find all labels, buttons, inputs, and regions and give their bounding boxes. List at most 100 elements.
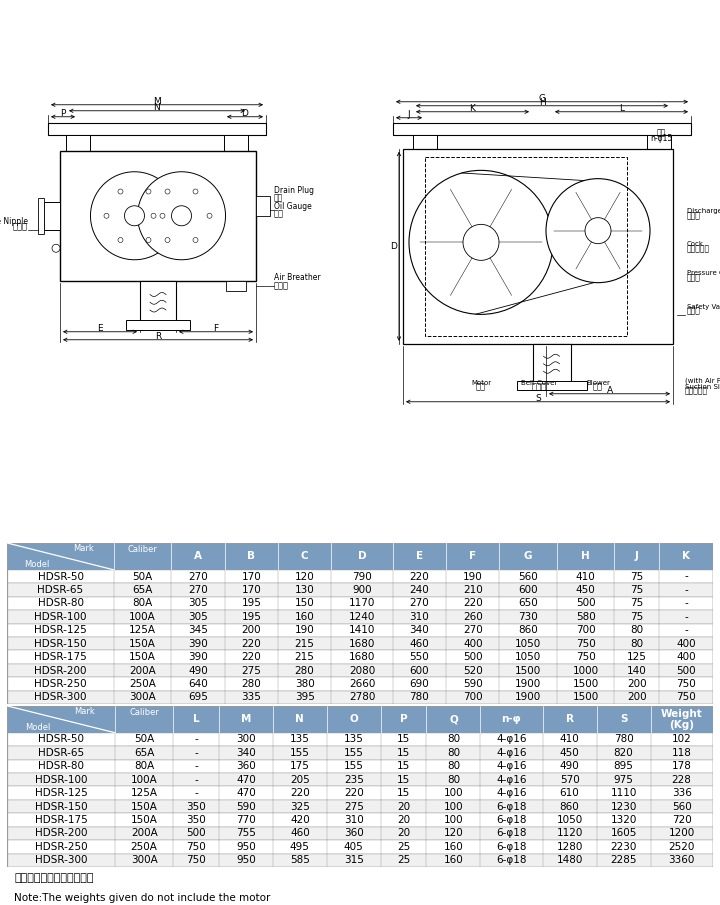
Circle shape	[193, 237, 198, 243]
Text: 100A: 100A	[131, 775, 158, 785]
Text: 650: 650	[518, 598, 538, 608]
Text: 215: 215	[294, 653, 315, 662]
Text: n-φ15: n-φ15	[650, 134, 672, 143]
Text: P: P	[400, 714, 408, 724]
Text: HDSR-175: HDSR-175	[35, 815, 88, 825]
Text: 600: 600	[518, 585, 538, 595]
Text: 150A: 150A	[131, 815, 158, 825]
Text: (with Air Filter): (with Air Filter)	[685, 377, 720, 384]
Text: 730: 730	[518, 612, 538, 622]
Text: 1230: 1230	[611, 802, 636, 812]
Text: 155: 155	[344, 761, 364, 771]
Text: Oil Gauge: Oil Gauge	[274, 202, 312, 211]
Text: 420: 420	[290, 815, 310, 825]
Text: 780: 780	[613, 735, 634, 745]
Text: 排气体: 排气体	[274, 281, 289, 291]
Text: 压力表开关: 压力表开关	[687, 244, 710, 253]
Text: 590: 590	[236, 802, 256, 812]
Text: 300A: 300A	[131, 855, 158, 865]
Text: 1050: 1050	[557, 815, 582, 825]
Text: -: -	[194, 775, 198, 785]
Text: 1410: 1410	[349, 625, 375, 635]
Text: 1605: 1605	[611, 828, 636, 838]
Text: 65A: 65A	[134, 748, 154, 757]
Text: 220: 220	[290, 788, 310, 798]
Bar	[403, 148, 673, 344]
Text: 270: 270	[410, 598, 429, 608]
Text: 2285: 2285	[611, 855, 636, 865]
Text: 1240: 1240	[349, 612, 375, 622]
Text: -: -	[194, 788, 198, 798]
Circle shape	[138, 172, 225, 260]
Bar	[413, 135, 437, 148]
Text: 400: 400	[463, 639, 482, 649]
Text: HDSR-65: HDSR-65	[37, 585, 84, 595]
Text: 155: 155	[344, 748, 364, 757]
Text: Mark: Mark	[73, 544, 94, 553]
Text: 500: 500	[186, 828, 206, 838]
Text: 1680: 1680	[349, 639, 375, 649]
Text: 2230: 2230	[611, 842, 636, 852]
Text: 780: 780	[410, 692, 429, 702]
Text: Drain Plug: Drain Plug	[274, 186, 314, 195]
Text: 80: 80	[447, 761, 460, 771]
Text: 100: 100	[444, 815, 463, 825]
Text: 190: 190	[294, 625, 315, 635]
Text: 410: 410	[559, 735, 580, 745]
Text: 570: 570	[559, 775, 580, 785]
Text: 安全阀: 安全阀	[687, 307, 701, 316]
Text: Safety Valve: Safety Valve	[687, 303, 720, 310]
Text: 130: 130	[294, 585, 315, 595]
Text: -: -	[194, 735, 198, 745]
Text: 吸入消音器: 吸入消音器	[685, 386, 708, 395]
Text: D: D	[390, 242, 397, 251]
Text: HDSR-125: HDSR-125	[35, 788, 88, 798]
Text: M: M	[153, 97, 161, 106]
Text: 210: 210	[463, 585, 482, 595]
Text: 975: 975	[613, 775, 634, 785]
Text: 150: 150	[294, 598, 315, 608]
Text: 490: 490	[559, 761, 580, 771]
Text: 220: 220	[241, 653, 261, 662]
Text: 油标: 油标	[274, 210, 284, 219]
Text: HDSR-50: HDSR-50	[37, 572, 84, 582]
Bar	[7, 610, 713, 624]
Text: 395: 395	[294, 692, 315, 702]
Text: 520: 520	[463, 665, 482, 675]
Text: 6-φ18: 6-φ18	[496, 842, 527, 852]
Text: Model: Model	[24, 723, 50, 732]
Text: 895: 895	[613, 761, 634, 771]
Text: 150A: 150A	[131, 802, 158, 812]
Text: 750: 750	[576, 639, 595, 649]
Text: D: D	[242, 110, 248, 119]
Text: S: S	[620, 714, 627, 724]
Text: 排出口: 排出口	[687, 211, 701, 220]
Text: 4-φ16: 4-φ16	[496, 748, 527, 757]
Text: 100: 100	[444, 788, 463, 798]
Text: 140: 140	[627, 665, 647, 675]
Text: 220: 220	[410, 572, 429, 582]
Text: 100: 100	[444, 802, 463, 812]
Text: R: R	[155, 332, 161, 341]
Text: HDSR-300: HDSR-300	[35, 855, 87, 865]
Text: 790: 790	[352, 572, 372, 582]
Bar	[7, 786, 713, 800]
Text: 470: 470	[236, 788, 256, 798]
Text: 150A: 150A	[129, 653, 156, 662]
Text: 305: 305	[188, 612, 208, 622]
Text: 135: 135	[290, 735, 310, 745]
Text: 200A: 200A	[131, 828, 158, 838]
Text: 750: 750	[186, 855, 206, 865]
Text: 300: 300	[236, 735, 256, 745]
Text: 15: 15	[397, 761, 410, 771]
Text: 1200: 1200	[669, 828, 695, 838]
Bar	[7, 677, 713, 691]
Text: 4-φ16: 4-φ16	[496, 761, 527, 771]
Text: 310: 310	[344, 815, 364, 825]
Text: Note:The weights given do not include the motor: Note:The weights given do not include th…	[14, 892, 271, 903]
Text: 340: 340	[236, 748, 256, 757]
Bar	[7, 570, 713, 583]
Text: 750: 750	[676, 679, 696, 689]
Text: -: -	[194, 748, 198, 757]
Text: 80A: 80A	[134, 761, 154, 771]
